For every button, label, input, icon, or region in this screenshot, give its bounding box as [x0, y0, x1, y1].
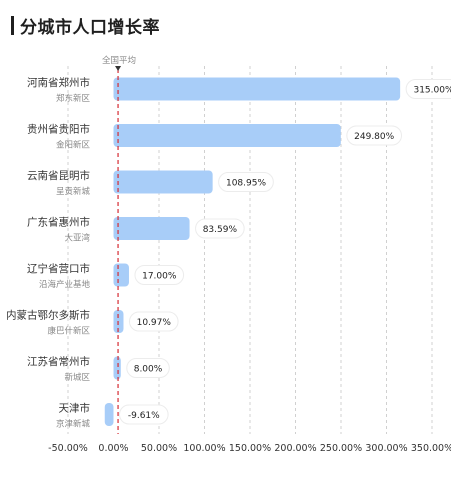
category-city-label: 云南省昆明市: [27, 169, 90, 182]
x-tick-label: 250.00%: [320, 443, 362, 454]
category-district-label: 呈贡新城: [56, 186, 91, 197]
x-tick-label: 350.00%: [411, 443, 451, 454]
category-district-label: 大亚湾: [64, 233, 90, 244]
reference-marker-icon: [115, 66, 122, 71]
bar: [113, 170, 213, 194]
bar: [104, 403, 114, 426]
category-district-label: 康巴什新区: [47, 326, 90, 337]
category-city-label: 广东省惠州市: [27, 216, 90, 229]
value-label-pill: [126, 358, 170, 378]
value-label: 83.59%: [203, 225, 238, 235]
value-label: 8.00%: [134, 365, 163, 375]
value-label-pill: [134, 265, 185, 285]
reference-line-label: 全国平均: [102, 55, 136, 66]
tick-layer: -50.00% 0.00% 50.00% 100.00% 150.00% 200.00% 2…: [48, 443, 451, 454]
category-city-label: 辽宁省营口市: [27, 262, 90, 275]
x-tick-label: 100.00%: [183, 443, 225, 454]
value-label-pill: [405, 79, 451, 99]
category-district-label: 沿海产业基地: [39, 279, 91, 290]
value-label-pill: [346, 125, 403, 146]
category-district-label: 金阳新区: [56, 140, 91, 151]
x-tick-label: 50.00%: [141, 443, 177, 454]
x-tick-label: 200.00%: [274, 443, 316, 454]
value-label-pill: [119, 404, 169, 425]
x-tick-label: -50.00%: [48, 443, 88, 454]
category-district-label: 京津新城: [56, 419, 91, 430]
category-district-label: 郑东新区: [56, 93, 91, 104]
value-label-pill: [218, 172, 274, 192]
grid-layer: [67, 66, 433, 434]
x-tick-label: 300.00%: [365, 443, 407, 454]
bar: [113, 77, 401, 101]
value-label-pill: [195, 218, 245, 239]
x-tick-label: 150.00%: [229, 443, 271, 454]
category-city-label: 天津市: [59, 402, 91, 415]
value-label: 249.80%: [354, 132, 394, 142]
value-label: 108.95%: [226, 179, 266, 189]
value-label: -9.61%: [128, 411, 160, 421]
x-tick-label: 0.00%: [98, 443, 128, 454]
value-label: 10.97%: [137, 318, 172, 328]
category-city-label: 贵州省贵阳市: [27, 123, 90, 136]
category-city-label: 内蒙古鄂尔多斯市: [6, 309, 90, 322]
bar: [113, 217, 190, 240]
category-city-label: 江苏省常州市: [27, 355, 90, 368]
category-city-label: 河南省郑州市: [27, 76, 90, 89]
title-accent-bar: [11, 16, 14, 35]
bar: [113, 263, 129, 287]
bar: [113, 124, 341, 147]
bar-layer: [104, 77, 401, 426]
bar: [113, 356, 121, 380]
value-label-pill: [128, 311, 179, 332]
reference-layer: 全国平均: [102, 55, 136, 434]
chart-title: 分城市人口增长率: [20, 18, 160, 38]
value-label: 315.00%: [413, 86, 451, 96]
value-label: 17.00%: [142, 272, 177, 282]
category-district-label: 新城区: [64, 372, 90, 383]
